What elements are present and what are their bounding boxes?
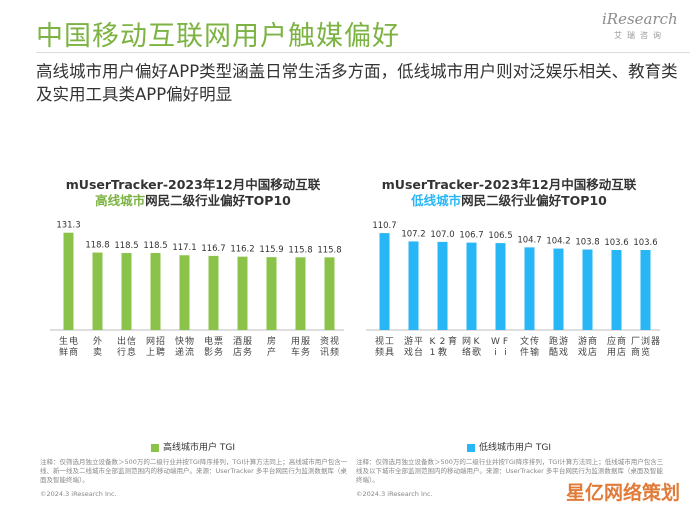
data-label: 104.2 — [546, 237, 570, 247]
category-label: 厂商浏览器 — [631, 335, 660, 358]
data-label: 107.0 — [430, 230, 454, 240]
data-label: 103.6 — [633, 238, 657, 248]
category-label: 快递物流 — [175, 335, 194, 358]
category-label: K 12 教育 — [430, 335, 457, 358]
category-label: 房产 — [267, 335, 276, 358]
watermark: 星亿网络策划 — [566, 482, 681, 504]
category-label: 出行信息 — [117, 335, 136, 358]
data-label: 116.2 — [230, 245, 254, 255]
data-label: 104.7 — [517, 235, 541, 245]
bar — [150, 253, 161, 330]
data-label: 115.8 — [317, 245, 341, 255]
bar-chart-high-tier: 131.3 生鲜电商 118.8 外卖 118.5 出行信息 118.5 网上招聘 117.1 快… — [50, 221, 344, 358]
category-label: 生鲜电商 — [59, 335, 78, 358]
chart-title-line1: mUserTracker-2023年12月中国移动互联 — [65, 177, 321, 192]
chart-notes: 注释：仅筛选月独立设备数＞500万的二级行业并按TGI降序排列，TGI计算方法同… — [356, 458, 664, 484]
chart-title-rest: 网民二级行业偏好TOP10 — [461, 193, 607, 208]
logo-mark: iResearch — [602, 10, 678, 28]
bar — [324, 257, 335, 330]
bar — [92, 252, 103, 330]
copyright: ©2024.3 iResearch Inc. — [356, 490, 433, 498]
data-label: 115.9 — [259, 245, 283, 255]
category-label: 应用商店 — [607, 335, 626, 358]
data-label: 131.3 — [56, 221, 80, 231]
bar — [553, 248, 564, 330]
data-label: 115.8 — [288, 245, 312, 255]
bar — [266, 257, 277, 330]
page-subtitle: 高线城市用户偏好APP类型涵盖日常生活多方面，低线城市用户则对泛娱乐相关、教育类… — [36, 62, 678, 104]
legend-swatch — [467, 443, 475, 452]
data-label: 110.7 — [372, 221, 396, 231]
data-label: 107.2 — [401, 229, 425, 239]
bar — [408, 241, 419, 330]
data-label: 116.7 — [201, 244, 225, 254]
category-label: 游戏商店 — [578, 335, 597, 358]
title-divider — [36, 52, 690, 53]
chart-title-highlight: 低线城市 — [411, 193, 462, 208]
data-label: 103.6 — [604, 238, 628, 248]
bar — [495, 243, 506, 330]
category-label: 网上招聘 — [146, 335, 165, 358]
legend-swatch — [151, 443, 159, 452]
bar — [208, 255, 219, 330]
legend-label: 高线城市用户 TGI — [163, 443, 235, 453]
data-label: 118.8 — [85, 241, 109, 251]
legend-low-tier: 低线城市用户 TGI — [348, 440, 670, 453]
category-label: 用车服务 — [291, 336, 310, 358]
bar — [611, 250, 622, 330]
chart-title-highlight: 高线城市 — [95, 193, 146, 208]
bar-chart-low-tier: 110.7 视频工具 107.2 游戏平台 107.0 K 12 教育 106.7 网络K 歌 106… — [366, 221, 660, 358]
bar — [640, 250, 651, 330]
chart-title-rest: 网民二级行业偏好TOP10 — [145, 193, 291, 208]
bar — [237, 256, 248, 330]
chart-panel-low-tier: mUserTracker-2023年12月中国移动互联 低线城市网民二级行业偏好… — [348, 162, 670, 498]
category-label: 电影票务 — [204, 335, 223, 358]
bar — [179, 255, 190, 330]
category-label: 外卖 — [93, 335, 102, 358]
category-label: 文件传输 — [520, 335, 539, 358]
bar — [524, 247, 535, 330]
category-label: 网络K 歌 — [462, 336, 481, 358]
bar — [63, 232, 74, 330]
chart-title-line2: 高线城市网民二级行业偏好TOP10 — [32, 190, 354, 209]
copyright: ©2024.3 iResearch Inc. — [40, 490, 117, 498]
bar — [295, 257, 306, 330]
data-label: 117.1 — [172, 243, 196, 253]
bar — [466, 242, 477, 330]
data-label: 106.5 — [488, 231, 512, 241]
category-label: 跑酷游戏 — [549, 335, 568, 358]
category-label: 酒店服务 — [233, 336, 252, 358]
legend-high-tier: 高线城市用户 TGI — [32, 440, 354, 453]
data-label: 118.5 — [114, 241, 138, 251]
category-label: 游戏平台 — [404, 335, 423, 358]
bar — [437, 241, 448, 330]
chart-title-line2: 低线城市网民二级行业偏好TOP10 — [348, 190, 670, 209]
bar — [121, 253, 132, 330]
bar — [379, 233, 390, 330]
data-label: 118.5 — [143, 241, 167, 251]
logo-subtitle: 艾瑞咨询 — [614, 31, 666, 40]
data-label: 106.7 — [459, 231, 483, 241]
bar — [582, 249, 593, 330]
data-label: 103.8 — [575, 238, 599, 248]
chart-title-line1: mUserTracker-2023年12月中国移动互联 — [381, 177, 637, 192]
chart-panel-high-tier: mUserTracker-2023年12月中国移动互联 高线城市网民二级行业偏好… — [32, 162, 354, 498]
category-label: 视频工具 — [375, 335, 394, 358]
iresearch-logo: iResearch 艾瑞咨询 — [602, 10, 692, 46]
chart-notes: 注释：仅筛选月独立设备数＞500万的二级行业并按TGI降序排列，TGI计算方法同… — [40, 458, 348, 484]
page-title: 中国移动互联网用户触媒偏好 — [36, 21, 400, 52]
legend-label: 低线城市用户 TGI — [479, 443, 551, 453]
category-label: 资讯视频 — [320, 335, 339, 358]
